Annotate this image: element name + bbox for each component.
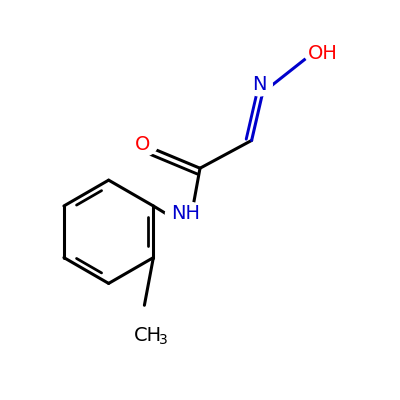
- Ellipse shape: [247, 74, 272, 96]
- Text: N: N: [252, 75, 267, 94]
- Text: O: O: [135, 135, 150, 154]
- Ellipse shape: [130, 323, 174, 347]
- Ellipse shape: [127, 132, 158, 156]
- Text: NH: NH: [172, 204, 200, 224]
- Text: 3: 3: [159, 333, 168, 347]
- Text: OH: OH: [308, 44, 338, 62]
- Text: CH: CH: [134, 326, 162, 344]
- Ellipse shape: [166, 202, 207, 226]
- Ellipse shape: [304, 41, 342, 65]
